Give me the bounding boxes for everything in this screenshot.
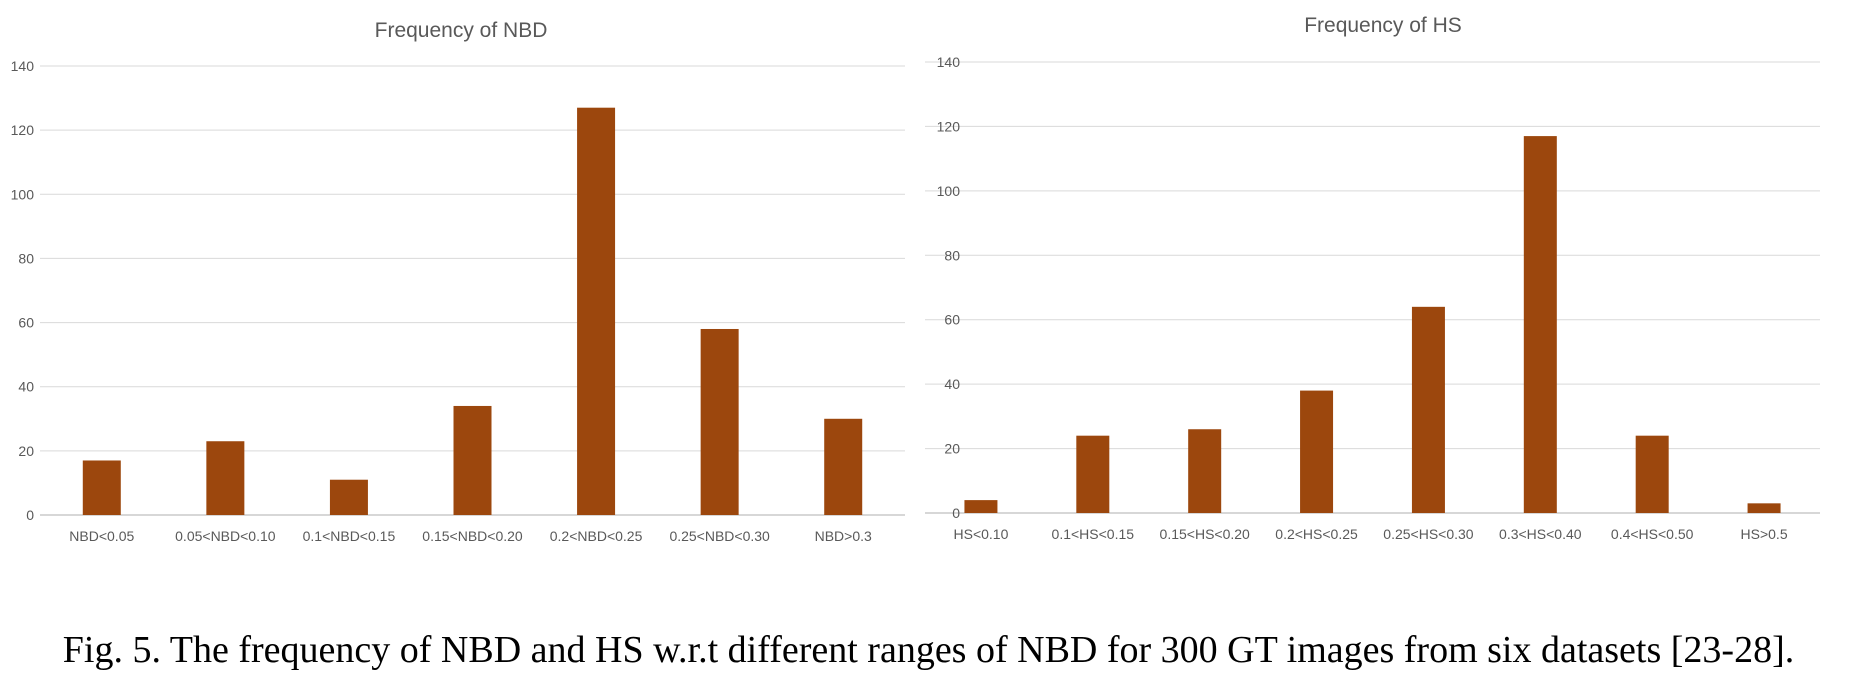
nbd-x-tick-label: 0.15<NBD<0.20 (422, 528, 523, 544)
nbd-chart-title: Frequency of NBD (375, 19, 548, 42)
hs-x-tick-label: 0.25<HS<0.30 (1383, 526, 1474, 542)
nbd-bars (82, 107, 863, 515)
nbd-bar (700, 328, 739, 515)
nbd-x-tick-label: 0.1<NBD<0.15 (303, 528, 396, 544)
hs-bar (1188, 429, 1222, 513)
figure-caption: Fig. 5. The frequency of NBD and HS w.r.… (62, 629, 1795, 671)
hs-bar (1300, 390, 1334, 513)
hs-y-tick-label: 120 (937, 118, 961, 134)
nbd-y-tick-label: 20 (18, 443, 34, 459)
nbd-y-tick-label: 80 (18, 250, 34, 266)
hs-bars (964, 136, 1781, 514)
nbd-x-tick-label: NBD<0.05 (69, 528, 134, 544)
nbd-y-tick-label: 100 (11, 186, 35, 202)
nbd-y-tick-label: 0 (26, 507, 34, 523)
hs-y-tick-label: 140 (937, 54, 961, 70)
hs-y-tick-label: 80 (944, 247, 960, 263)
hs-bar (1076, 435, 1110, 513)
hs-bar (1523, 136, 1557, 514)
hs-x-axis: HS<0.10 0.1<HS<0.15 0.15<HS<0.20 0.2<HS<0.2… (954, 526, 1788, 542)
hs-y-tick-label: 60 (944, 312, 960, 328)
hs-x-tick-label: 0.3<HS<0.40 (1499, 526, 1582, 542)
nbd-bar (577, 107, 616, 515)
hs-y-tick-label: 0 (952, 505, 960, 521)
hs-x-tick-label: 0.4<HS<0.50 (1611, 526, 1694, 542)
hs-x-tick-label: 0.1<HS<0.15 (1052, 526, 1135, 542)
nbd-y-tick-label: 140 (11, 58, 35, 74)
nbd-x-tick-label: NBD>0.3 (815, 528, 872, 544)
nbd-y-tick-label: 60 (18, 315, 34, 331)
nbd-bar (82, 460, 121, 515)
nbd-gridlines (40, 65, 905, 516)
hs-gridlines (925, 61, 1820, 514)
hs-bar (1747, 503, 1781, 513)
hs-bar (1411, 306, 1445, 513)
hs-y-tick-label: 20 (944, 441, 960, 457)
hs-x-tick-label: HS>0.5 (1741, 526, 1788, 542)
hs-x-tick-label: 0.2<HS<0.25 (1275, 526, 1358, 542)
nbd-y-axis: 0 20 40 60 80 100 120 140 (11, 58, 35, 523)
nbd-bar (206, 441, 245, 515)
hs-bar (964, 500, 998, 513)
hs-frequency-chart: Frequency of HS 0 20 40 60 80 100 120 140 HS<0.… (925, 14, 1820, 542)
nbd-y-tick-label: 120 (11, 122, 35, 138)
nbd-bar (453, 405, 492, 515)
hs-x-tick-label: HS<0.10 (954, 526, 1009, 542)
hs-y-tick-label: 100 (937, 183, 961, 199)
hs-x-tick-label: 0.15<HS<0.20 (1160, 526, 1251, 542)
hs-chart-title: Frequency of HS (1304, 14, 1462, 37)
nbd-bar (824, 418, 863, 515)
nbd-x-tick-label: 0.2<NBD<0.25 (550, 528, 643, 544)
nbd-frequency-chart: Frequency of NBD 0 20 40 60 80 100 120 140 NBD<… (11, 19, 905, 544)
hs-bar (1635, 435, 1669, 513)
hs-y-tick-label: 40 (944, 376, 960, 392)
nbd-x-axis: NBD<0.05 0.05<NBD<0.10 0.1<NBD<0.15 0.15<NB… (69, 528, 872, 544)
nbd-bar (329, 479, 368, 515)
nbd-x-tick-label: 0.05<NBD<0.10 (175, 528, 276, 544)
hs-y-axis: 0 20 40 60 80 100 120 140 (937, 54, 961, 521)
nbd-y-tick-label: 40 (18, 379, 34, 395)
nbd-x-tick-label: 0.25<NBD<0.30 (669, 528, 770, 544)
